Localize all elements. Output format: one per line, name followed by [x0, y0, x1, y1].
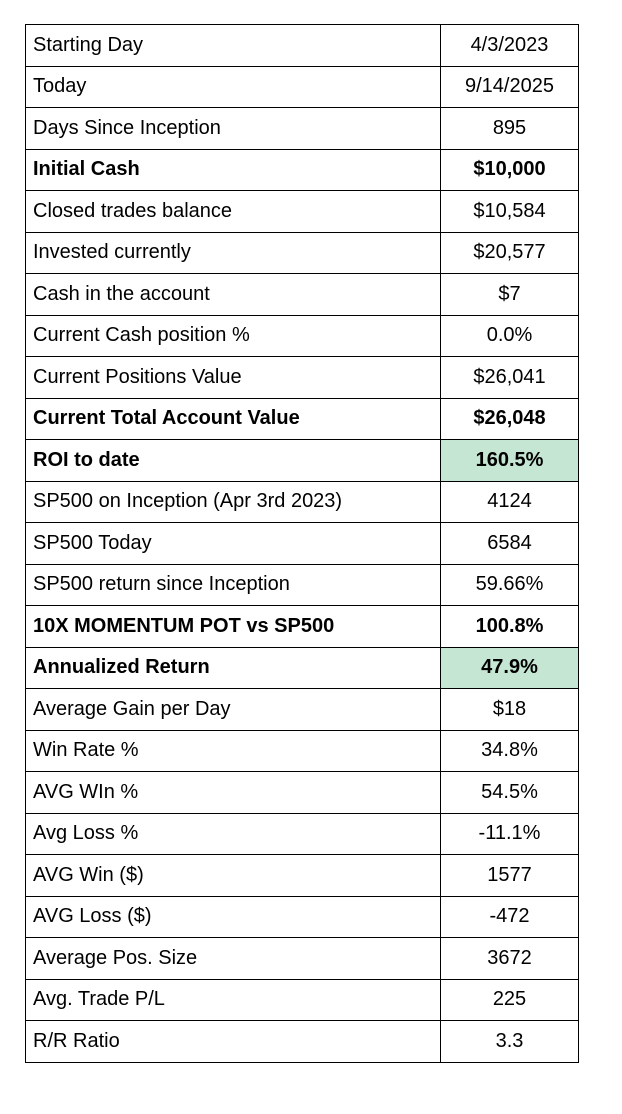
row-value: $7 [440, 273, 579, 316]
row-label: Days Since Inception [25, 107, 441, 150]
row-label: AVG Win ($) [25, 854, 441, 897]
row-label: Avg. Trade P/L [25, 978, 441, 1021]
row-label: ROI to date [25, 439, 441, 482]
table-row: Starting Day 4/3/2023 [25, 24, 579, 67]
table-row: SP500 return since Inception 59.66% [25, 563, 579, 606]
row-label: Current Total Account Value [25, 397, 441, 440]
table-row: Average Gain per Day $18 [25, 688, 579, 731]
row-label: R/R Ratio [25, 1020, 441, 1063]
table-row: Initial Cash $10,000 [25, 148, 579, 191]
row-value: 47.9% [440, 646, 579, 689]
table-row: Closed trades balance $10,584 [25, 190, 579, 233]
row-label: Cash in the account [25, 273, 441, 316]
row-label: AVG WIn % [25, 771, 441, 814]
row-value: 34.8% [440, 729, 579, 772]
row-value: 4124 [440, 480, 579, 523]
stats-table: Starting Day 4/3/2023 Today 9/14/2025 Days S… [25, 24, 579, 1063]
row-value: 225 [440, 978, 579, 1021]
row-value: 3.3 [440, 1020, 579, 1063]
row-value: 1577 [440, 854, 579, 897]
row-label: SP500 on Inception (Apr 3rd 2023) [25, 480, 441, 523]
row-value: -472 [440, 895, 579, 938]
row-value: -11.1% [440, 812, 579, 855]
row-label: 10X MOMENTUM POT vs SP500 [25, 605, 441, 648]
row-label: AVG Loss ($) [25, 895, 441, 938]
table-row: SP500 Today 6584 [25, 522, 579, 565]
table-row: AVG WIn % 54.5% [25, 771, 579, 814]
row-value: 160.5% [440, 439, 579, 482]
row-value: 9/14/2025 [440, 65, 579, 108]
row-value: $10,584 [440, 190, 579, 233]
table-row: Cash in the account $7 [25, 273, 579, 316]
row-label: Current Positions Value [25, 356, 441, 399]
row-value: 895 [440, 107, 579, 150]
row-label: Invested currently [25, 231, 441, 274]
table-row: Annualized Return 47.9% [25, 646, 579, 689]
row-label: Annualized Return [25, 646, 441, 689]
row-value: 4/3/2023 [440, 24, 579, 67]
row-value: $26,041 [440, 356, 579, 399]
table-row: AVG Win ($) 1577 [25, 854, 579, 897]
row-label: Initial Cash [25, 148, 441, 191]
row-label: Closed trades balance [25, 190, 441, 233]
row-value: 0.0% [440, 314, 579, 357]
row-value: $26,048 [440, 397, 579, 440]
row-label: Avg Loss % [25, 812, 441, 855]
table-row: R/R Ratio 3.3 [25, 1020, 579, 1063]
table-row: AVG Loss ($) -472 [25, 895, 579, 938]
table-row: Current Total Account Value $26,048 [25, 397, 579, 440]
row-value: $18 [440, 688, 579, 731]
row-value: 6584 [440, 522, 579, 565]
table-row: Current Cash position % 0.0% [25, 314, 579, 357]
table-row: 10X MOMENTUM POT vs SP500 100.8% [25, 605, 579, 648]
row-label: Starting Day [25, 24, 441, 67]
row-label: Today [25, 65, 441, 108]
table-row: Avg. Trade P/L 225 [25, 978, 579, 1021]
row-value: 3672 [440, 937, 579, 980]
table-row: Average Pos. Size 3672 [25, 937, 579, 980]
table-row: Win Rate % 34.8% [25, 729, 579, 772]
row-label: SP500 return since Inception [25, 563, 441, 606]
table-row: Invested currently $20,577 [25, 231, 579, 274]
row-value: 100.8% [440, 605, 579, 648]
table-row: ROI to date 160.5% [25, 439, 579, 482]
table-row: Days Since Inception 895 [25, 107, 579, 150]
row-value: 59.66% [440, 563, 579, 606]
row-label: Average Pos. Size [25, 937, 441, 980]
row-value: 54.5% [440, 771, 579, 814]
table-row: Current Positions Value $26,041 [25, 356, 579, 399]
row-label: SP500 Today [25, 522, 441, 565]
table-row: Today 9/14/2025 [25, 65, 579, 108]
table-row: Avg Loss % -11.1% [25, 812, 579, 855]
row-label: Current Cash position % [25, 314, 441, 357]
row-value: $10,000 [440, 148, 579, 191]
row-value: $20,577 [440, 231, 579, 274]
row-label: Win Rate % [25, 729, 441, 772]
row-label: Average Gain per Day [25, 688, 441, 731]
table-row: SP500 on Inception (Apr 3rd 2023) 4124 [25, 480, 579, 523]
